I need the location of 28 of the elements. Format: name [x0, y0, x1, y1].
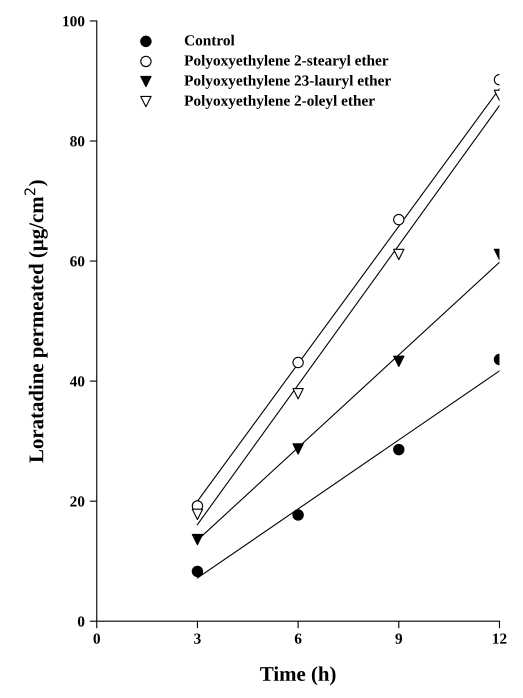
x-tick-label: 12 — [493, 634, 506, 644]
x-tick-label: 3 — [194, 634, 201, 644]
y-axis-title: Loratadine permeated (µg/cm$^{2}$) — [24, 180, 48, 463]
point — [393, 356, 404, 368]
y-tick-label: 60 — [70, 256, 84, 267]
y-tick-label: 80 — [70, 136, 84, 146]
legend-label: Control — [184, 34, 235, 46]
point — [192, 566, 204, 578]
legend-label: Polyoxyethylene 2-stearyl ether — [184, 54, 388, 69]
point — [292, 509, 304, 521]
point — [292, 443, 304, 455]
point — [192, 534, 204, 546]
legend-label: Polyoxyethylene 23-lauryl ether — [184, 74, 391, 89]
point — [292, 388, 304, 400]
y-tick-label: 100 — [63, 16, 84, 26]
x-tick-label: 9 — [395, 634, 402, 644]
x-tick-label: 0 — [94, 633, 100, 644]
x-axis-title: Time (h) — [260, 666, 336, 686]
point — [393, 444, 404, 456]
point — [292, 356, 304, 368]
y-tick-label: 20 — [70, 496, 84, 507]
y-tick-label: 0 — [78, 616, 84, 627]
point — [393, 248, 404, 260]
point — [192, 508, 204, 520]
x-tick-label: 6 — [294, 634, 302, 644]
legend-label: Polyoxyethylene 2-oleyl ether — [184, 95, 375, 109]
y-tick-label: 40 — [70, 376, 84, 387]
point — [393, 214, 404, 226]
